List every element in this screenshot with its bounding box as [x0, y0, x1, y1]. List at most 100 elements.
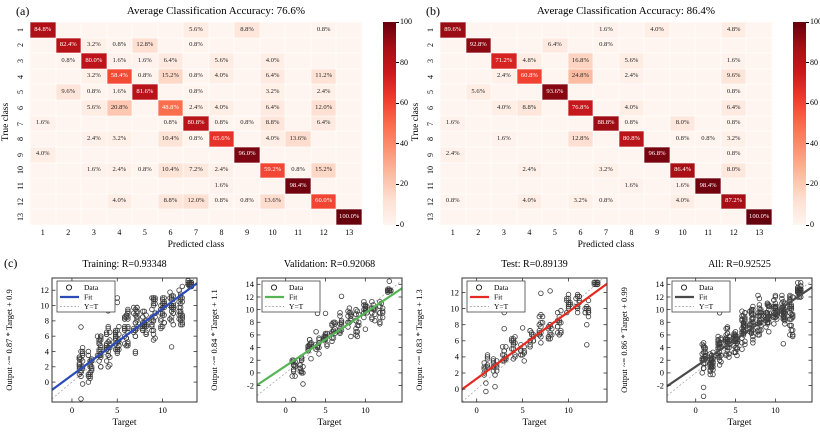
matrix-cell: 3.2%	[567, 193, 594, 210]
data-point-outlier	[78, 396, 84, 402]
data-point	[538, 340, 544, 346]
y-axis-label: True class	[1, 102, 11, 141]
matrix-cell: 4.0%	[259, 131, 286, 147]
col-tick-label: 1	[450, 228, 455, 237]
data-point	[112, 331, 119, 337]
matrix-cell	[336, 115, 362, 132]
matrix-cell	[516, 209, 543, 225]
matrix-cell	[336, 178, 362, 194]
data-point	[527, 344, 533, 350]
matrix-cell	[336, 84, 362, 101]
data-point	[585, 313, 592, 320]
y-tick-label: 12	[451, 287, 460, 297]
data-point	[332, 321, 338, 327]
data-point	[369, 314, 375, 321]
data-point	[708, 365, 715, 371]
matrix-cell	[593, 53, 619, 69]
data-point	[731, 333, 737, 340]
data-point	[731, 343, 737, 349]
row-tick-label: 11	[426, 182, 435, 190]
matrix-cell	[644, 53, 670, 69]
matrix-cell	[542, 115, 568, 132]
col-tick-label: 4	[527, 228, 532, 237]
matrix-cell	[285, 37, 311, 54]
y-tick-label: 4	[250, 342, 255, 352]
x-axis-label: Target	[318, 418, 342, 428]
colorbar-tick-label: 0	[810, 220, 814, 229]
data-point	[508, 338, 515, 344]
data-point	[316, 344, 322, 351]
matrix-cell: 8.8%	[259, 115, 286, 132]
legend-fit-label: Fit	[494, 293, 503, 302]
matrix-cell	[516, 37, 543, 54]
matrix-cell	[285, 84, 311, 101]
matrix-cell	[465, 162, 492, 179]
data-point-outlier	[322, 310, 329, 317]
data-point	[789, 313, 796, 319]
matrix-cell: 13.6%	[285, 131, 311, 147]
matrix-cell: 60.0%	[310, 193, 337, 210]
matrix-cell	[465, 178, 492, 194]
data-point	[742, 324, 748, 330]
data-points-group	[481, 279, 601, 395]
matrix-cell: 10.4%	[157, 162, 184, 179]
data-point	[134, 310, 140, 316]
matrix-cell	[440, 68, 466, 85]
data-point	[755, 321, 761, 327]
data-point	[298, 357, 305, 363]
data-point	[748, 310, 755, 316]
col-tick-label: 13	[345, 228, 354, 237]
matrix-cell: 4.0%	[618, 100, 645, 116]
data-point	[787, 303, 793, 310]
legend-data-label: Data	[84, 283, 99, 292]
scatter-validation: Validation: R=0.92068 0 5 10 -2 0 2 4 6 8 10 12 14 Ta…	[209, 259, 403, 428]
matrix-cell: 0.8%	[310, 22, 337, 38]
heatmap-title: Average Classification Accuracy: 86.4%	[536, 5, 716, 17]
data-point	[766, 329, 772, 335]
matrix-cell: 12.8%	[567, 131, 594, 147]
col-tick-label: 11	[704, 228, 712, 237]
data-point	[105, 352, 111, 358]
matrix-cell: 4.0%	[516, 193, 543, 210]
y-tick-label: 2	[455, 368, 459, 378]
col-tick-label: 10	[678, 228, 687, 237]
data-point	[787, 316, 793, 322]
data-point	[316, 336, 322, 343]
matrix-cell	[618, 37, 645, 54]
colorbar	[793, 22, 806, 225]
matrix-cell: 96.8%	[644, 146, 670, 163]
matrix-cell	[285, 68, 311, 85]
y-tick-label: 10	[41, 300, 50, 310]
matrix-cell	[336, 53, 362, 69]
data-point	[724, 324, 731, 330]
x-tick-label: 10	[158, 405, 167, 415]
matrix-cell: 0.8%	[208, 193, 235, 210]
data-point	[98, 364, 104, 370]
data-point	[158, 323, 164, 330]
data-point	[787, 322, 793, 329]
y-tick-label: 10	[451, 303, 460, 313]
y-axis-label: True class	[411, 102, 421, 141]
matrix-cell: 59.2%	[259, 162, 286, 179]
row-tick-label: 9	[426, 152, 435, 157]
data-point	[521, 348, 527, 354]
matrix-cell: 4.0%	[644, 22, 670, 38]
matrix-cell	[440, 162, 466, 179]
col-tick-labels: 1 2 3 4 5 6 7 8 9 10 11 12 13	[30, 228, 362, 237]
data-point	[755, 329, 761, 335]
matrix-cell	[516, 131, 543, 147]
data-point	[758, 327, 764, 333]
data-point	[756, 305, 763, 311]
col-tick-label: 11	[294, 228, 302, 237]
matrix-cell: 58.4%	[106, 68, 133, 85]
matrix-cell	[336, 68, 362, 85]
legend-data-marker	[680, 284, 688, 291]
matrix-cell	[81, 193, 107, 210]
data-point	[112, 329, 119, 335]
data-point	[764, 310, 771, 316]
data-point	[782, 310, 788, 316]
matrix-cell	[491, 193, 517, 210]
colorbar-tick-mark	[806, 143, 809, 145]
data-point	[558, 307, 564, 314]
y-axis-label: Output ~= 0.86 * Target + 0.99	[619, 287, 629, 393]
